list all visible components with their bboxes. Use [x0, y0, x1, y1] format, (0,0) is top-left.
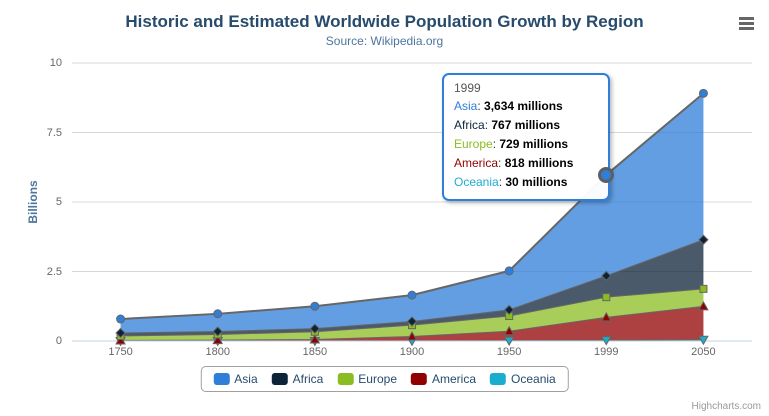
y-axis-label: 10 [49, 57, 62, 69]
hovered-point-marker[interactable] [598, 166, 615, 183]
point-europe-2050[interactable] [699, 284, 708, 293]
legend-label: America [432, 372, 477, 386]
tooltip-series-value: 3,634 millions [484, 99, 563, 113]
point-asia-2050[interactable] [698, 88, 708, 98]
chart-subtitle: Source: Wikipedia.org [325, 34, 444, 48]
point-africa-1750[interactable] [115, 327, 126, 339]
x-axis-label: 1750 [108, 346, 133, 358]
legend: Asia Africa Europe America Oceania [200, 366, 569, 392]
point-america-1900[interactable] [406, 330, 418, 341]
legend-item-oceania[interactable]: Oceania [490, 372, 556, 386]
point-oceania-1999[interactable] [600, 336, 612, 346]
area-africa [120, 239, 704, 336]
tooltip-series-value: 818 millions [504, 156, 574, 170]
chart-title: Historic and Estimated Worldwide Populat… [125, 12, 644, 31]
x-axis-label: 1999 [594, 346, 619, 358]
legend-label: Oceania [511, 372, 556, 386]
tooltip-row: Africa: 767 millions [454, 118, 561, 132]
point-africa-1850[interactable] [309, 323, 321, 334]
point-africa-1999[interactable] [601, 270, 612, 282]
point-africa-1900[interactable] [406, 316, 418, 327]
y-axis-label: 2.5 [46, 265, 62, 278]
x-axis-label: 1850 [302, 346, 328, 358]
tooltip-series-name: Oceania [454, 175, 499, 189]
x-axis-label: 1950 [496, 346, 522, 358]
tooltip-rows: Asia: 3,634 millions Africa: 767 millions… [454, 97, 598, 192]
tooltip-series-name: America [454, 156, 499, 170]
point-asia-1900[interactable] [407, 290, 417, 300]
tooltip-series-value: 729 millions [499, 137, 569, 151]
tooltip-header: 1999 [454, 81, 481, 95]
tooltip-row: Europe: 729 millions [454, 137, 569, 151]
point-oceania-1950[interactable] [503, 336, 515, 347]
africa-series-swatch [271, 373, 288, 385]
tooltip: 1999 Asia: 3,634 millions Africa: 767 mil… [442, 73, 610, 201]
point-america-2050[interactable] [698, 300, 709, 311]
tooltip-series-value: 767 millions [491, 118, 561, 132]
legend-label: Asia [234, 372, 258, 386]
y-axis-label: 5 [55, 196, 62, 208]
export-menu-button[interactable] [736, 14, 757, 35]
x-axis-label: 2050 [691, 346, 716, 358]
legend-item-europe[interactable]: Europe [337, 372, 397, 386]
legend-label: Africa [292, 372, 324, 386]
point-america-1850[interactable] [309, 333, 321, 344]
point-america-1999[interactable] [600, 311, 612, 322]
point-asia-1850[interactable] [310, 301, 320, 311]
tooltip-series-name: Africa [454, 118, 485, 132]
point-america-1800[interactable] [212, 334, 224, 345]
point-asia-1750[interactable] [116, 314, 126, 324]
legend-label: Europe [358, 372, 398, 386]
y-axis-label: 7.5 [46, 126, 62, 139]
point-africa-1800[interactable] [212, 326, 223, 337]
legend-item-africa[interactable]: Africa [271, 372, 324, 386]
tooltip-row: Asia: 3,634 millions [454, 99, 563, 113]
asia-series-swatch [213, 373, 230, 385]
tooltip-row: America: 818 millions [454, 156, 574, 170]
legend-item-asia[interactable]: Asia [213, 372, 258, 386]
hamburger-icon [739, 17, 754, 30]
credits-link[interactable]: Highcharts.com [691, 401, 761, 412]
point-asia-1950[interactable] [504, 266, 514, 276]
legend-item-america[interactable]: America [411, 372, 476, 386]
area-asia [120, 93, 704, 333]
point-africa-2050[interactable] [698, 234, 709, 245]
area-america [120, 306, 704, 341]
point-europe-1999[interactable] [602, 293, 611, 302]
tooltip-series-name: Asia [454, 99, 478, 113]
point-america-1750[interactable] [115, 334, 126, 345]
point-oceania-2050[interactable] [698, 335, 709, 346]
tooltip-row: Oceania: 30 millions [454, 175, 568, 189]
europe-series-swatch [337, 373, 354, 385]
america-series-swatch [411, 373, 428, 385]
tooltip-series-name: Europe [454, 137, 493, 151]
y-axis-label: 0 [55, 335, 62, 347]
point-asia-1800[interactable] [213, 309, 223, 319]
oceania-series-swatch [490, 373, 507, 385]
x-axis-label: 1800 [205, 346, 230, 358]
x-axis-label: 1900 [399, 346, 425, 358]
point-america-1950[interactable] [503, 325, 515, 336]
tooltip-series-value: 30 millions [505, 175, 568, 189]
point-africa-1950[interactable] [503, 304, 515, 316]
